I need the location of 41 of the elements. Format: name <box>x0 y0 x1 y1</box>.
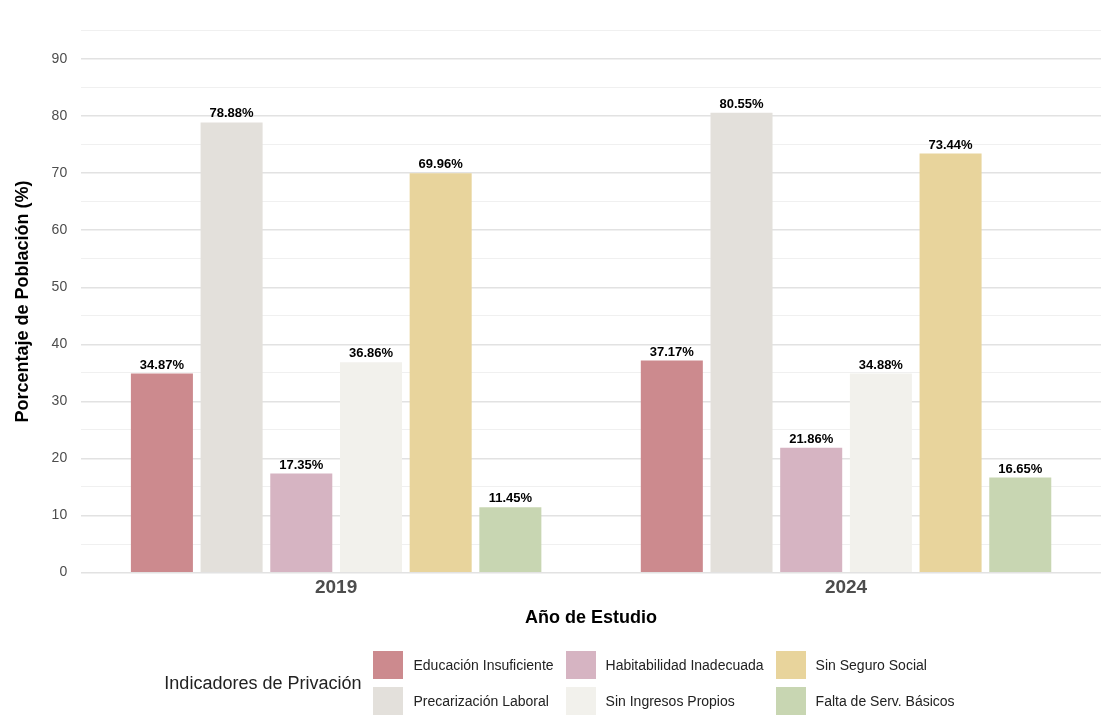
y-tick-label: 20 <box>51 449 68 466</box>
x-tick-label: 2024 <box>824 576 868 598</box>
y-axis-title: Porcentaje de Población (%) <box>11 180 32 423</box>
data-label: 34.88% <box>858 356 904 372</box>
y-tick-label: 80 <box>51 106 68 123</box>
bar <box>780 447 843 572</box>
bar <box>919 153 982 572</box>
bar <box>270 473 333 572</box>
legend-label: Habitabilidad Inadecuada <box>605 657 764 673</box>
data-label: 34.87% <box>139 356 185 372</box>
y-tick-label: 30 <box>51 392 68 409</box>
y-tick-label: 0 <box>59 563 68 580</box>
data-label: 17.35% <box>279 456 324 472</box>
y-tick-label: 90 <box>51 49 68 66</box>
x-axis-title: Año de Estudio <box>525 607 658 628</box>
bar <box>130 373 193 572</box>
y-tick-label: 60 <box>51 221 68 238</box>
data-label: 69.96% <box>418 156 464 172</box>
bar <box>989 477 1052 572</box>
x-tick-label: 2019 <box>314 576 358 598</box>
legend-label: Sin Ingresos Propios <box>605 693 735 709</box>
legend-title: Indicadores de Privación <box>164 672 362 694</box>
bar <box>409 173 472 572</box>
y-tick-label: 10 <box>51 506 68 523</box>
legend-label: Precarización Laboral <box>413 693 549 709</box>
data-label: 37.17% <box>649 343 695 359</box>
bar <box>479 507 542 572</box>
bar <box>640 360 703 572</box>
data-label: 80.55% <box>719 95 764 111</box>
data-label: 36.86% <box>348 345 394 361</box>
data-label: 16.65% <box>998 460 1043 476</box>
data-label: 78.88% <box>209 105 255 121</box>
legend-label: Sin Seguro Social <box>815 657 927 673</box>
data-label: 11.45% <box>488 490 533 506</box>
y-tick-label: 70 <box>51 163 68 180</box>
y-tick-label: 50 <box>51 278 68 295</box>
data-label: 21.86% <box>789 430 834 446</box>
legend-label: Falta de Serv. Básicos <box>815 693 955 709</box>
legend-label: Educación Insuficiente <box>413 657 554 673</box>
y-tick-label: 40 <box>51 335 68 352</box>
data-label: 73.44% <box>928 136 974 152</box>
